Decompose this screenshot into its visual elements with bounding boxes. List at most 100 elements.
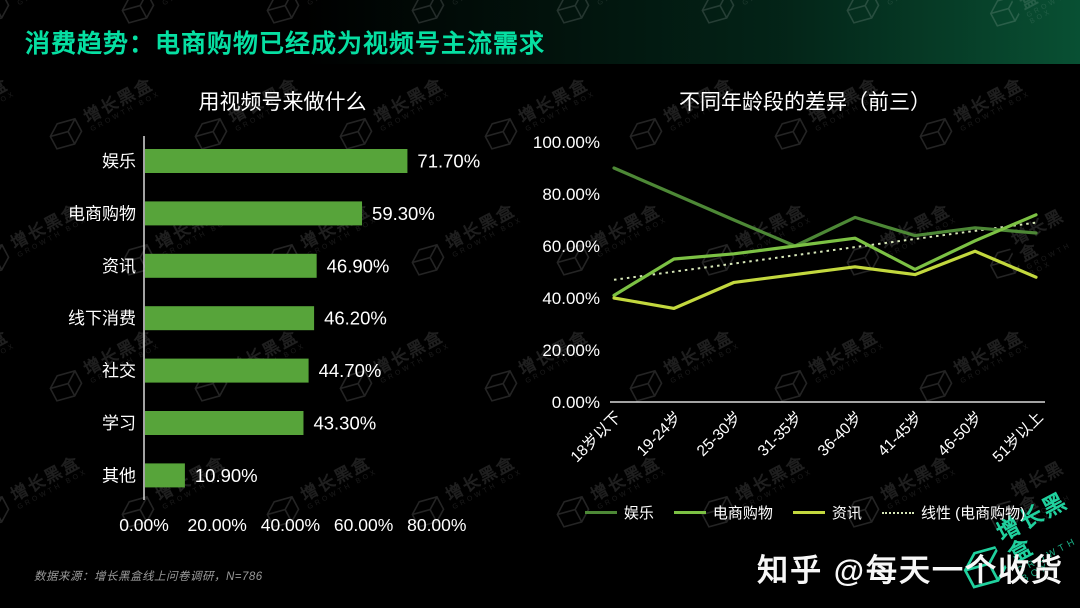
legend-item: 娱乐 [584, 502, 654, 523]
bar-category-label: 社交 [102, 362, 136, 381]
bar-x-tick-label: 0.00% [119, 515, 169, 535]
series-line-娱乐 [612, 166, 1038, 248]
line-x-category-label: 51岁以上 [989, 408, 1047, 466]
growthbox-cube-icon [846, 0, 880, 24]
growthbox-cube-icon [774, 117, 808, 150]
source-note: 数据来源：增长黑盒线上问卷调研，N=786 [34, 571, 263, 583]
growthbox-cube-icon [411, 0, 445, 24]
line-chart-legend: 娱乐 电商购物 资讯 线性 (电商购物) [540, 502, 1070, 523]
line-x-category-label: 25-30岁 [693, 408, 745, 460]
bar-value-label: 44.70% [319, 360, 382, 381]
series-line-资讯 [612, 249, 1038, 310]
page-title: 消费趋势：电商购物已经成为视频号主流需求 [25, 30, 546, 58]
line-x-category-label: 41-45岁 [874, 408, 926, 460]
watermark-en: GROWTH BOX [742, 0, 815, 8]
watermark-en: GROWTH BOX [0, 90, 18, 133]
line-y-tick-label: 60.00% [542, 237, 600, 256]
legend-label: 娱乐 [623, 505, 654, 522]
bar [145, 306, 315, 331]
bar-value-label: 46.90% [327, 255, 390, 276]
legend-item: 线性 (电商购物) [881, 502, 1026, 523]
watermark-en: GROWTH BOX [162, 0, 235, 8]
legend-label: 线性 (电商购物) [920, 505, 1026, 522]
line-x-category-label: 31-35岁 [754, 408, 806, 460]
legend-item: 电商购物 [673, 502, 773, 523]
bar-category-label: 学习 [102, 414, 136, 433]
brand-watermark-teal: 增长黑盒 GROWTH BOX [949, 482, 1080, 608]
watermark-en: GROWTH BOX [0, 342, 18, 385]
line-y-tick-label: 20.00% [542, 341, 600, 360]
bar [145, 411, 304, 435]
watermark-en: GROWTH BOX [17, 0, 90, 8]
growthbox-cube-icon [411, 243, 445, 276]
growthbox-cube-icon [266, 0, 300, 24]
line-x-category-label: 19-24岁 [633, 408, 685, 460]
bar-value-label: 59.30% [372, 203, 435, 224]
watermark-en: GROWTH BOX [452, 0, 525, 8]
growthbox-cube-icon [339, 117, 373, 150]
growthbox-cube-icon [989, 0, 1023, 27]
watermark-en: GROWTH BOX [887, 0, 960, 8]
growthbox-cube-icon [49, 117, 83, 150]
bar [145, 201, 363, 226]
bar-value-label: 10.90% [195, 465, 258, 486]
legend-dotted-line-swatch [881, 511, 914, 514]
bar-value-label: 43.30% [313, 413, 376, 434]
growthbox-cube-icon [919, 117, 953, 150]
line-x-category-label: 18岁以下 [567, 408, 625, 466]
growthbox-cube-icon [846, 495, 880, 528]
bar-category-label: 其他 [102, 466, 136, 485]
bar-category-label: 资讯 [102, 257, 136, 276]
line-chart-title: 不同年龄段的差异（前三） [679, 91, 931, 114]
legend-label: 电商购物 [712, 505, 773, 522]
line-y-tick-label: 40.00% [542, 289, 600, 308]
growthbox-cube-icon [121, 0, 155, 24]
watermark-en: GROWTH BOX [307, 0, 380, 8]
growthbox-cube-icon [0, 243, 10, 276]
growthbox-cube-icon [0, 495, 10, 528]
growthbox-cube-icon [629, 369, 663, 402]
legend-line-swatch [673, 511, 706, 514]
growthbox-cube-icon [194, 117, 228, 150]
bar-chart: 娱乐 71.70% 电商购物 59.30% 资讯 46.90% 线下消费 46.20% 社交 44… [68, 136, 480, 535]
bar-category-label: 娱乐 [102, 152, 136, 171]
line-y-tick-label: 100.00% [533, 133, 600, 152]
bar [145, 253, 317, 278]
line-x-category-label: 36-40岁 [814, 408, 866, 460]
growthbox-cube-icon [484, 117, 518, 150]
